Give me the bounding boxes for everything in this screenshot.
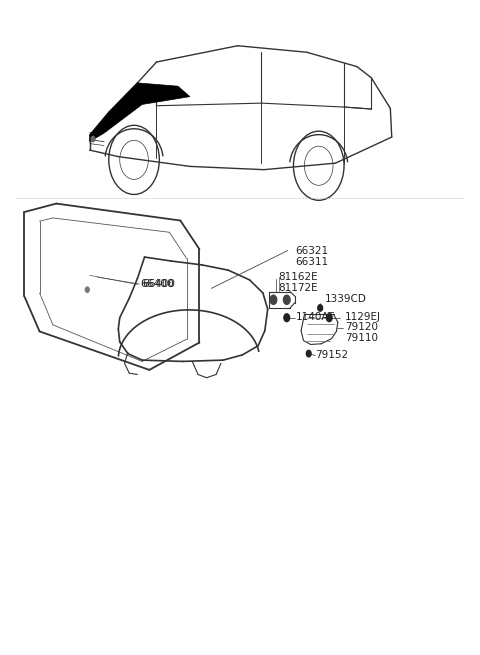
Circle shape xyxy=(91,136,95,141)
Text: 66321: 66321 xyxy=(295,246,328,255)
Text: 79120: 79120 xyxy=(345,322,378,333)
Circle shape xyxy=(284,314,289,322)
Text: 66400: 66400 xyxy=(143,279,176,289)
Text: 1129EJ: 1129EJ xyxy=(345,312,381,322)
Circle shape xyxy=(318,305,323,311)
Text: 1140AT: 1140AT xyxy=(296,312,335,322)
Circle shape xyxy=(85,287,89,292)
Text: 79152: 79152 xyxy=(315,350,348,360)
Circle shape xyxy=(306,350,311,357)
Text: 81162E: 81162E xyxy=(278,272,318,282)
Circle shape xyxy=(283,295,290,305)
Circle shape xyxy=(326,314,332,322)
Text: 66400: 66400 xyxy=(140,280,174,290)
Circle shape xyxy=(270,295,277,305)
Polygon shape xyxy=(90,83,190,141)
Text: 81172E: 81172E xyxy=(278,284,318,293)
Text: 66311: 66311 xyxy=(295,257,328,267)
Text: 1339CD: 1339CD xyxy=(325,294,367,304)
Text: 79110: 79110 xyxy=(345,333,378,343)
